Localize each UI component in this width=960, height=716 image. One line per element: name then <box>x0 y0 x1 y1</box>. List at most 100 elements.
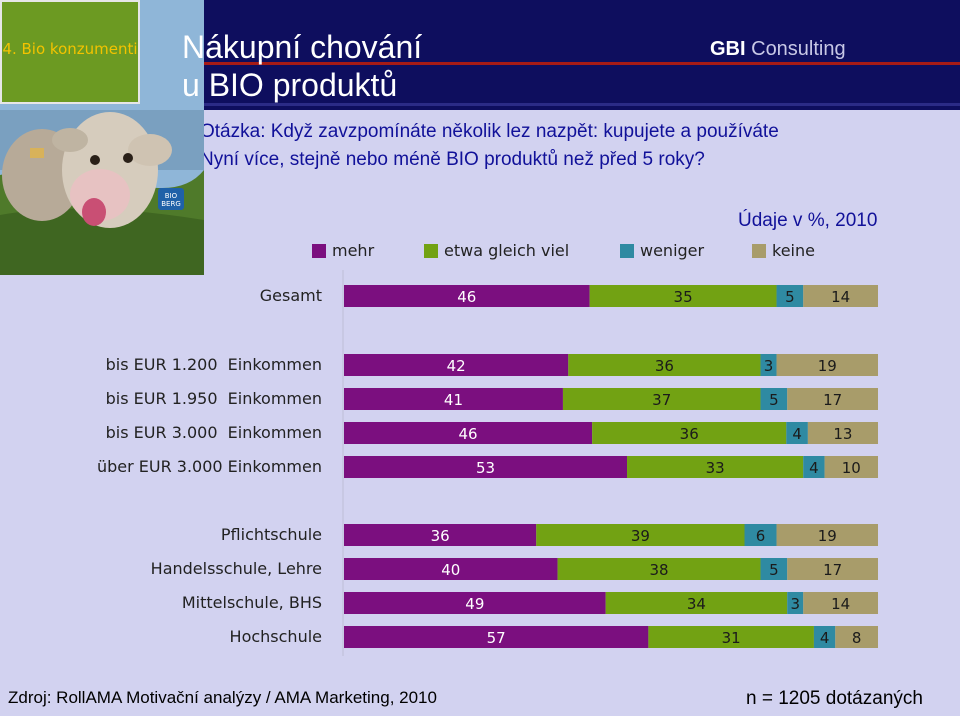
bar-value-label: 14 <box>831 595 850 613</box>
bar-segment-mehr <box>344 456 628 478</box>
badge-text-berg: BERG <box>161 200 181 208</box>
category-label: bis EUR 1.200 Einkommen <box>106 355 322 374</box>
legend-label-mehr: mehr <box>332 241 375 260</box>
bar-segment-keine <box>803 592 878 614</box>
bar-value-label: 5 <box>769 561 779 579</box>
page-title: Nákupní chování u BIO produktů <box>182 28 422 104</box>
bar-segment-etwa <box>592 422 787 444</box>
bar-segment-keine <box>787 558 878 580</box>
bar-segment-etwa <box>648 626 814 648</box>
category-label: bis EUR 1.950 Einkommen <box>106 389 322 408</box>
bar-value-label: 49 <box>465 595 484 613</box>
badge-text-bio: BIO <box>165 192 178 200</box>
bar-value-label: 10 <box>842 459 861 477</box>
legend-item-weniger: weniger <box>620 240 704 262</box>
bar-segment-weniger <box>786 422 808 444</box>
bar-value-label: 40 <box>441 561 460 579</box>
bar-segment-etwa <box>589 285 777 307</box>
category-label: über EUR 3.000 Einkommen <box>97 457 322 476</box>
bar-segment-etwa <box>557 558 761 580</box>
bar-segment-etwa <box>605 592 788 614</box>
category-label: Gesamt <box>260 286 322 305</box>
bar-value-label: 46 <box>457 288 476 306</box>
bar-segment-etwa <box>627 456 804 478</box>
bar-segment-mehr <box>344 388 563 410</box>
bar-segment-keine <box>787 388 878 410</box>
legend-label-keine: keine <box>772 241 815 260</box>
bar-segment-etwa <box>562 388 761 410</box>
brand-strong: GBI <box>710 38 746 60</box>
bar-segment-keine <box>803 285 878 307</box>
brand-logo: GBI Consulting <box>710 38 846 61</box>
bar-segment-keine <box>835 626 878 648</box>
bar-segment-mehr <box>344 592 606 614</box>
page-title-line2: u BIO produktů <box>182 67 398 103</box>
bar-segment-mehr <box>344 354 569 376</box>
bar-value-label: 39 <box>631 527 650 545</box>
bar-value-label: 6 <box>756 527 766 545</box>
legend-item-etwa: etwa gleich viel <box>424 240 569 262</box>
legend-label-weniger: weniger <box>640 241 705 260</box>
legend-item-keine: keine <box>752 240 815 262</box>
bar-segment-weniger <box>803 456 825 478</box>
bar-value-label: 13 <box>833 425 852 443</box>
legend-item-mehr: mehr <box>312 240 374 262</box>
bar-segment-weniger <box>813 626 836 648</box>
question-line1: Otázka: Když zavzpomínáte několik lez na… <box>200 121 779 142</box>
legend-swatch-mehr <box>312 244 326 258</box>
legend-swatch-etwa <box>424 244 438 258</box>
brand-rest: Consulting <box>745 38 846 60</box>
bar-value-label: 36 <box>680 425 699 443</box>
bar-segment-weniger <box>787 592 804 614</box>
page-title-line1: Nákupní chování <box>182 29 423 65</box>
section-tag-label: 4. Bio konzumenti <box>2 40 138 58</box>
bar-segment-mehr <box>344 558 558 580</box>
bar-segment-etwa <box>536 524 745 546</box>
bar-value-label: 14 <box>831 288 850 306</box>
bar-value-label: 42 <box>447 357 466 375</box>
bar-segment-mehr <box>344 524 537 546</box>
category-label: Handelsschule, Lehre <box>151 559 322 578</box>
bar-value-label: 37 <box>652 391 671 409</box>
bar-value-label: 33 <box>706 459 725 477</box>
bar-segment-etwa <box>568 354 761 376</box>
bar-value-label: 57 <box>487 629 506 647</box>
category-label: bis EUR 3.000 Einkommen <box>106 423 322 442</box>
legend-swatch-weniger <box>620 244 634 258</box>
category-label: Pflichtschule <box>221 525 322 544</box>
bar-value-label: 34 <box>687 595 706 613</box>
bar-segment-mehr <box>344 626 649 648</box>
unit-label: Údaje v %, 2010 <box>738 210 878 231</box>
header-divider <box>204 103 960 106</box>
bar-value-label: 38 <box>650 561 669 579</box>
bar-value-label: 31 <box>722 629 741 647</box>
bar-value-label: 3 <box>790 595 800 613</box>
header-accent-stripe <box>204 62 960 65</box>
bar-segment-keine <box>807 422 878 444</box>
footer-sample-size: n = 1205 dotázaných <box>746 688 923 709</box>
bar-value-label: 19 <box>818 527 837 545</box>
bar-value-label: 5 <box>785 288 795 306</box>
bar-value-label: 3 <box>764 357 774 375</box>
bar-value-label: 36 <box>655 357 674 375</box>
bar-segment-weniger <box>760 354 777 376</box>
legend-swatch-keine <box>752 244 766 258</box>
bar-value-label: 4 <box>792 425 802 443</box>
bar-segment-mehr <box>344 285 590 307</box>
legend-label-etwa: etwa gleich viel <box>444 241 570 260</box>
bar-segment-weniger <box>760 558 788 580</box>
bar-segment-weniger <box>744 524 777 546</box>
survey-question: Otázka: Když zavzpomínáte několik lez na… <box>200 118 940 174</box>
bar-segment-keine <box>776 524 878 546</box>
bar-value-label: 19 <box>818 357 837 375</box>
cow-photo: BIO BERG <box>0 0 204 275</box>
bar-value-label: 17 <box>823 391 842 409</box>
category-label: Mittelschule, BHS <box>182 593 322 612</box>
bar-value-label: 35 <box>674 288 693 306</box>
bar-value-label: 17 <box>823 561 842 579</box>
footer-source: Zdroj: RollAMA Motivační analýzy / AMA M… <box>8 688 437 707</box>
bar-value-label: 46 <box>459 425 478 443</box>
bar-value-label: 36 <box>431 527 450 545</box>
bar-segment-keine <box>776 354 878 376</box>
